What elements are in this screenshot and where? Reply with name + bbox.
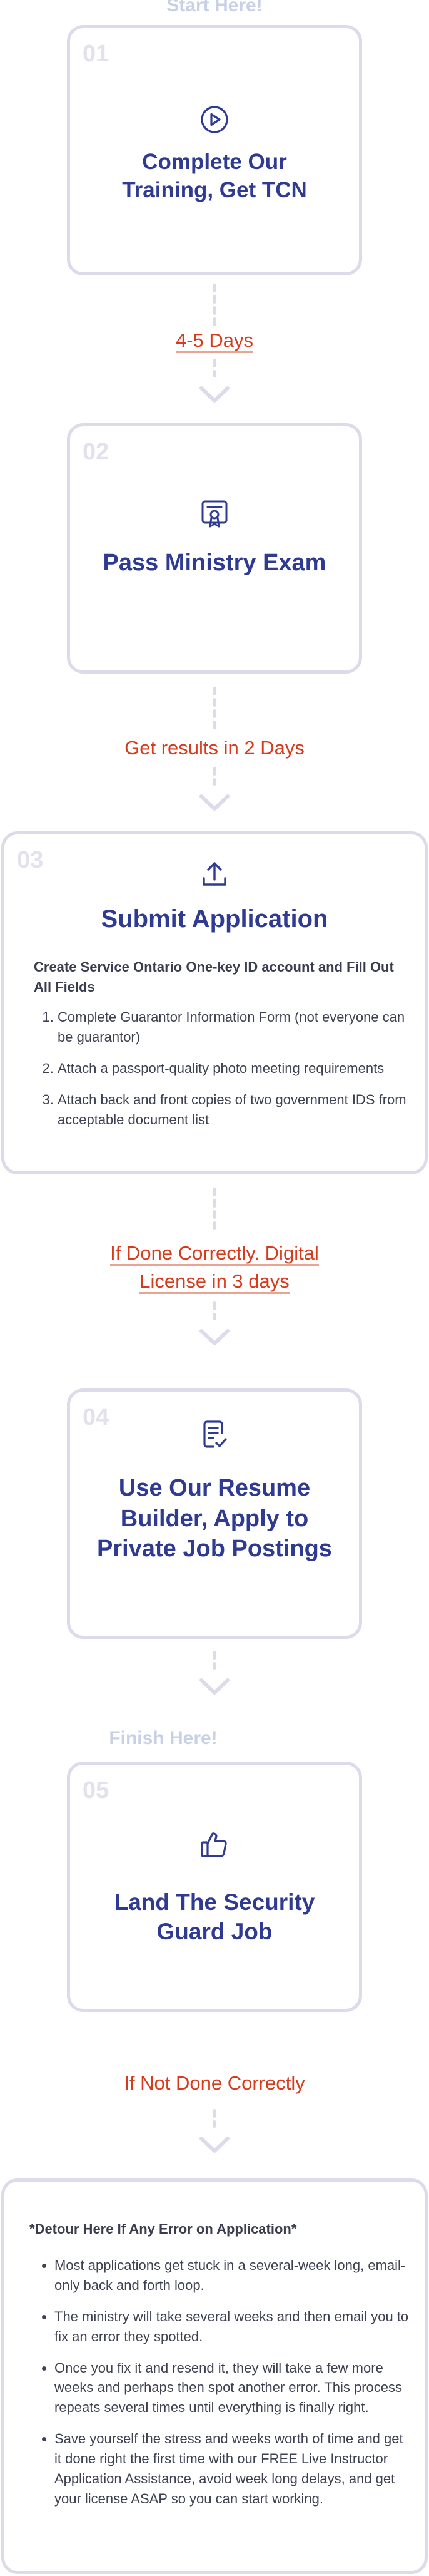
chevron-down-icon xyxy=(196,2107,233,2157)
certificate-icon xyxy=(197,496,232,531)
step-number: 05 xyxy=(83,1777,109,1804)
requirements-list: Complete Guarantor Information Form (not… xyxy=(58,1007,408,1141)
step-number: 01 xyxy=(83,41,109,67)
step-card-02: 02 Pass Ministry Exam xyxy=(67,423,362,674)
step-number: 02 xyxy=(83,439,109,465)
step-number: 03 xyxy=(17,847,44,873)
finish-label: Finish Here! xyxy=(109,1728,218,1748)
list-item: Save yourself the stress and weeks worth… xyxy=(54,2429,411,2509)
step-title: Land The Security Guard Job xyxy=(114,1889,315,1945)
play-circle-icon xyxy=(197,102,232,137)
duration-label: If Not Done Correctly xyxy=(124,2072,305,2094)
duration-label: 4-5 Days xyxy=(0,327,429,355)
step-title: Pass Ministry Exam xyxy=(103,550,326,576)
thumbs-up-icon xyxy=(197,1827,232,1862)
connector-arrow xyxy=(196,283,233,333)
connector-arrow xyxy=(196,684,233,734)
chevron-down-icon xyxy=(196,357,233,407)
list-item: Once you fix it and resend it, they will… xyxy=(54,2358,411,2418)
list-item: Attach a passport-quality photo meeting … xyxy=(58,1059,408,1079)
duration-label: Get results in 2 Days xyxy=(124,737,305,759)
list-item: Attach back and front copies of two gove… xyxy=(58,1090,408,1130)
detour-list: Most applications get stuck in a several… xyxy=(54,2255,411,2520)
step-title: Use Our Resume Builder, Apply to Private… xyxy=(97,1475,332,1563)
step-subtitle: Create Service Ontario One-key ID accoun… xyxy=(34,959,394,995)
detour-card: *Detour Here If Any Error on Application… xyxy=(1,2178,428,2574)
chevron-down-icon xyxy=(196,765,233,815)
step-number: 04 xyxy=(83,1404,109,1430)
detour-heading: *Detour Here If Any Error on Application… xyxy=(29,2221,297,2237)
list-item: The ministry will take several weeks and… xyxy=(54,2307,411,2347)
step-card-05: 05 Land The Security Guard Job xyxy=(67,1762,362,2012)
step-title: Complete Our Training, Get TCN xyxy=(122,150,307,202)
chevron-down-icon xyxy=(196,1649,233,1699)
step-title: Submit Application xyxy=(101,905,328,933)
start-label: Start Here! xyxy=(166,0,263,16)
list-item: Complete Guarantor Information Form (not… xyxy=(58,1007,408,1047)
upload-icon xyxy=(197,857,232,892)
list-item: Most applications get stuck in a several… xyxy=(54,2255,411,2296)
step-card-04: 04 Use Our Resume Builder, Apply to Priv… xyxy=(67,1388,362,1639)
duration-label: If Done Correctly. Digital License in 3 … xyxy=(0,1239,429,1296)
chevron-down-icon xyxy=(196,1300,233,1350)
step-card-01: 01 Complete Our Training, Get TCN xyxy=(67,25,362,275)
step-card-03: 03 Submit Application Create Service Ont… xyxy=(1,831,428,1174)
connector-arrow xyxy=(196,1184,233,1234)
document-check-icon xyxy=(197,1417,232,1452)
